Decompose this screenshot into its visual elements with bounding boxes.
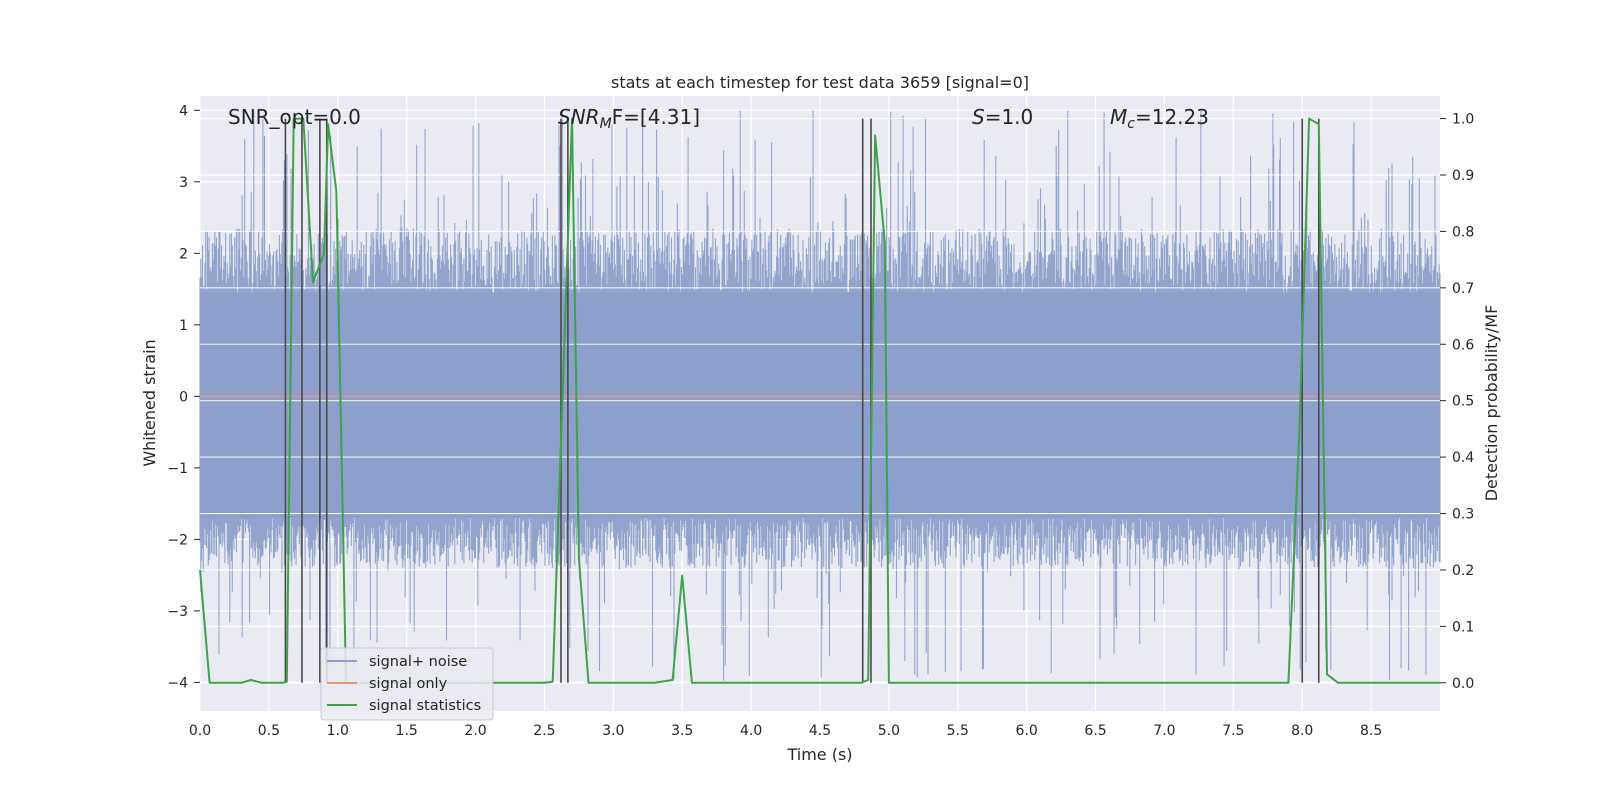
y-tick-label-right-2: 0.2 — [1452, 563, 1474, 579]
x-tick-label-5: 2.5 — [533, 723, 555, 739]
annotation-snr-mf-sub: M — [600, 116, 612, 132]
y-tick-label-right-8: 0.8 — [1452, 224, 1474, 240]
y-tick-label-right-9: 0.9 — [1452, 168, 1474, 184]
y-tick-label-right-3: 0.3 — [1452, 507, 1474, 523]
x-tick-label-12: 6.0 — [1016, 723, 1038, 739]
annotation-mc-sub: c — [1127, 116, 1135, 132]
x-tick-label-0: 0.0 — [189, 723, 211, 739]
y-tick-label-right-10: 1.0 — [1452, 112, 1474, 128]
series-signal-noise-core — [200, 292, 1440, 518]
annotation-snr-opt: SNR_opt=0.0 — [228, 105, 361, 129]
annotation-mc: Mc=12.23 — [1110, 105, 1209, 132]
x-tick-label-17: 8.5 — [1360, 723, 1382, 739]
y-tick-label-left-2: −2 — [167, 532, 188, 548]
annotation-snr-mf-main: SNR — [558, 105, 600, 129]
y-tick-label-left-1: −3 — [167, 604, 188, 620]
annotation-snr-mf-tail: F=[4.31] — [612, 105, 700, 129]
x-tick-label-6: 3.0 — [602, 723, 624, 739]
legend: signal+ noise signal only signal statist… — [320, 647, 494, 721]
y-tick-label-right-1: 0.1 — [1452, 619, 1474, 635]
x-tick-label-4: 2.0 — [464, 723, 486, 739]
x-tick-label-11: 5.5 — [947, 723, 969, 739]
y-tick-label-right-5: 0.5 — [1452, 394, 1474, 410]
legend-label-signal-statistics: signal statistics — [369, 698, 481, 714]
y-tick-label-left-4: 0 — [179, 389, 188, 405]
annotation-snr-mf: SNRMF=[4.31] — [558, 105, 700, 132]
y-tick-label-right-7: 0.7 — [1452, 281, 1474, 297]
x-tick-label-10: 5.0 — [878, 723, 900, 739]
annotation-mc-main: M — [1110, 105, 1127, 129]
x-tick-label-7: 3.5 — [671, 723, 693, 739]
x-tick-label-15: 7.5 — [1222, 723, 1244, 739]
x-tick-label-2: 1.0 — [327, 723, 349, 739]
series-signal-statistics — [199, 117, 1440, 684]
annotation-s-main: S — [972, 105, 985, 129]
y-tick-label-left-5: 1 — [179, 318, 188, 334]
legend-label-signal-only: signal only — [369, 676, 448, 692]
x-axis-label: Time (s) — [786, 745, 852, 764]
tick-layer: 0.0 0.5 1.0 1.5 2.0 2.5 3.0 3.5 4.0 4.5 5.0 5.5 6.0 6… — [167, 103, 1474, 739]
y-tick-label-right-4: 0.4 — [1452, 450, 1474, 466]
y-axis-label-right: Detection probability/MF — [1482, 305, 1501, 502]
x-tick-label-9: 4.5 — [809, 723, 831, 739]
x-tick-label-14: 7.0 — [1153, 723, 1175, 739]
y-tick-label-left-3: −1 — [167, 461, 188, 477]
data-layer — [199, 110, 1441, 684]
legend-box — [320, 647, 494, 721]
x-tick-label-1: 0.5 — [258, 723, 280, 739]
annotation-mc-tail: =12.23 — [1135, 105, 1209, 129]
y-tick-label-left-0: −4 — [167, 675, 188, 691]
annotation-s-tail: =1.0 — [985, 105, 1034, 129]
x-tick-label-13: 6.5 — [1084, 723, 1106, 739]
x-tick-label-8: 4.0 — [740, 723, 762, 739]
legend-label-signal-noise: signal+ noise — [369, 654, 467, 670]
y-tick-label-left-7: 3 — [179, 175, 188, 191]
chart-title: stats at each timestep for test data 365… — [611, 73, 1029, 92]
y-axis-label-left: Whitened strain — [140, 339, 159, 466]
x-tick-label-16: 8.0 — [1291, 723, 1313, 739]
y-tick-label-left-8: 4 — [179, 103, 188, 119]
y-tick-label-right-0: 0.0 — [1452, 676, 1474, 692]
y-tick-label-right-6: 0.6 — [1452, 337, 1474, 353]
x-tick-label-3: 1.5 — [396, 723, 418, 739]
y-tick-label-left-6: 2 — [179, 246, 188, 262]
annotation-s: S=1.0 — [972, 105, 1033, 129]
